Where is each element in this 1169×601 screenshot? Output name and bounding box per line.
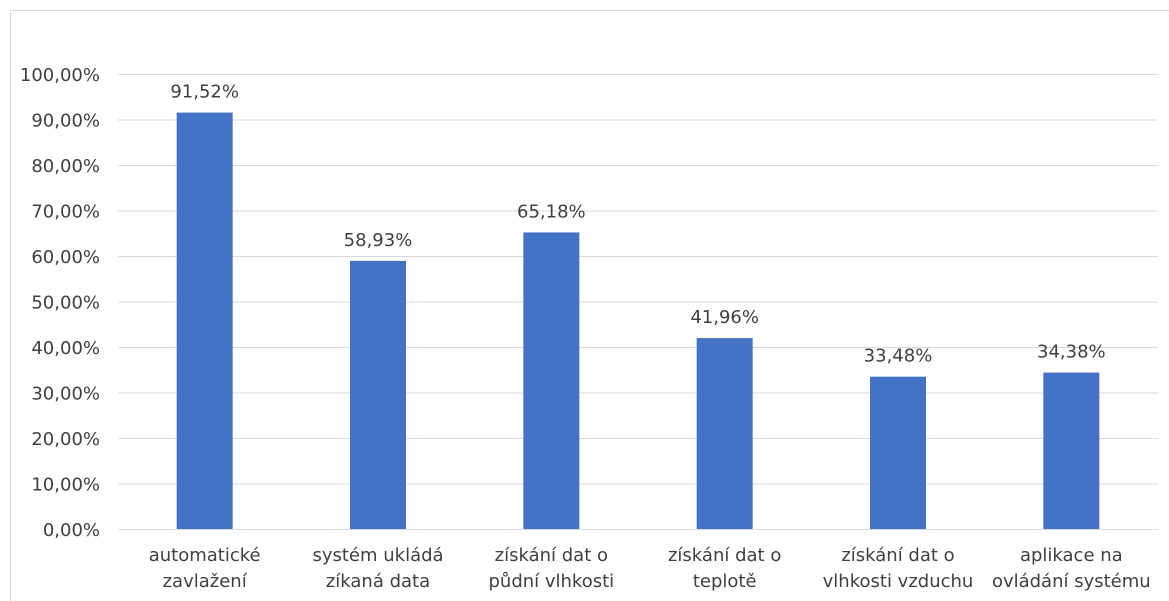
gridlines xyxy=(118,74,1158,485)
chart-border-left xyxy=(10,10,11,601)
data-label: 41,96% xyxy=(690,307,759,328)
y-tick-label: 100,00% xyxy=(20,65,100,86)
bar xyxy=(870,376,926,529)
y-tick-label: 50,00% xyxy=(31,293,100,314)
data-labels: 91,52% 58,93% 65,18% 41,96% 33,48% 34,38% xyxy=(170,82,1105,367)
x-tick-label: získání dat o teplotě xyxy=(668,545,781,592)
bar xyxy=(350,260,406,529)
x-axis: automatické zavlažení systém ukládá zíkaná … xyxy=(118,529,1158,592)
y-tick-label: 40,00% xyxy=(31,338,100,359)
x-tick-label: automatické zavlažení xyxy=(149,545,261,592)
x-tick-label: systém ukládá zíkaná data xyxy=(312,545,443,592)
y-tick-label: 30,00% xyxy=(31,384,100,405)
data-label: 91,52% xyxy=(170,82,239,103)
y-tick-label: 70,00% xyxy=(31,202,100,223)
data-label: 65,18% xyxy=(517,201,586,222)
bar xyxy=(176,112,233,530)
chart-border-top xyxy=(10,10,1169,11)
bar xyxy=(696,338,753,529)
y-tick-label: 90,00% xyxy=(31,111,100,132)
bar xyxy=(1043,372,1100,529)
data-label: 34,38% xyxy=(1037,342,1106,363)
x-tick-label: získání dat o půdní vlhkosti xyxy=(488,545,614,592)
y-tick-label: 20,00% xyxy=(31,429,100,450)
y-axis: 0,00% 10,00% 20,00% 30,00% 40,00% 50,00% 60,00… xyxy=(20,65,100,541)
bar xyxy=(523,232,580,529)
y-tick-label: 10,00% xyxy=(31,475,100,496)
y-tick-label: 80,00% xyxy=(31,156,100,177)
data-label: 58,93% xyxy=(344,230,413,251)
x-tick-label: aplikace na ovládání systému xyxy=(992,545,1151,592)
data-label: 33,48% xyxy=(864,346,933,367)
x-tick-label: získání dat o vlhkosti vzduchu xyxy=(823,545,974,592)
bars xyxy=(176,112,1100,530)
y-tick-label: 0,00% xyxy=(43,520,100,541)
y-tick-label: 60,00% xyxy=(31,247,100,268)
